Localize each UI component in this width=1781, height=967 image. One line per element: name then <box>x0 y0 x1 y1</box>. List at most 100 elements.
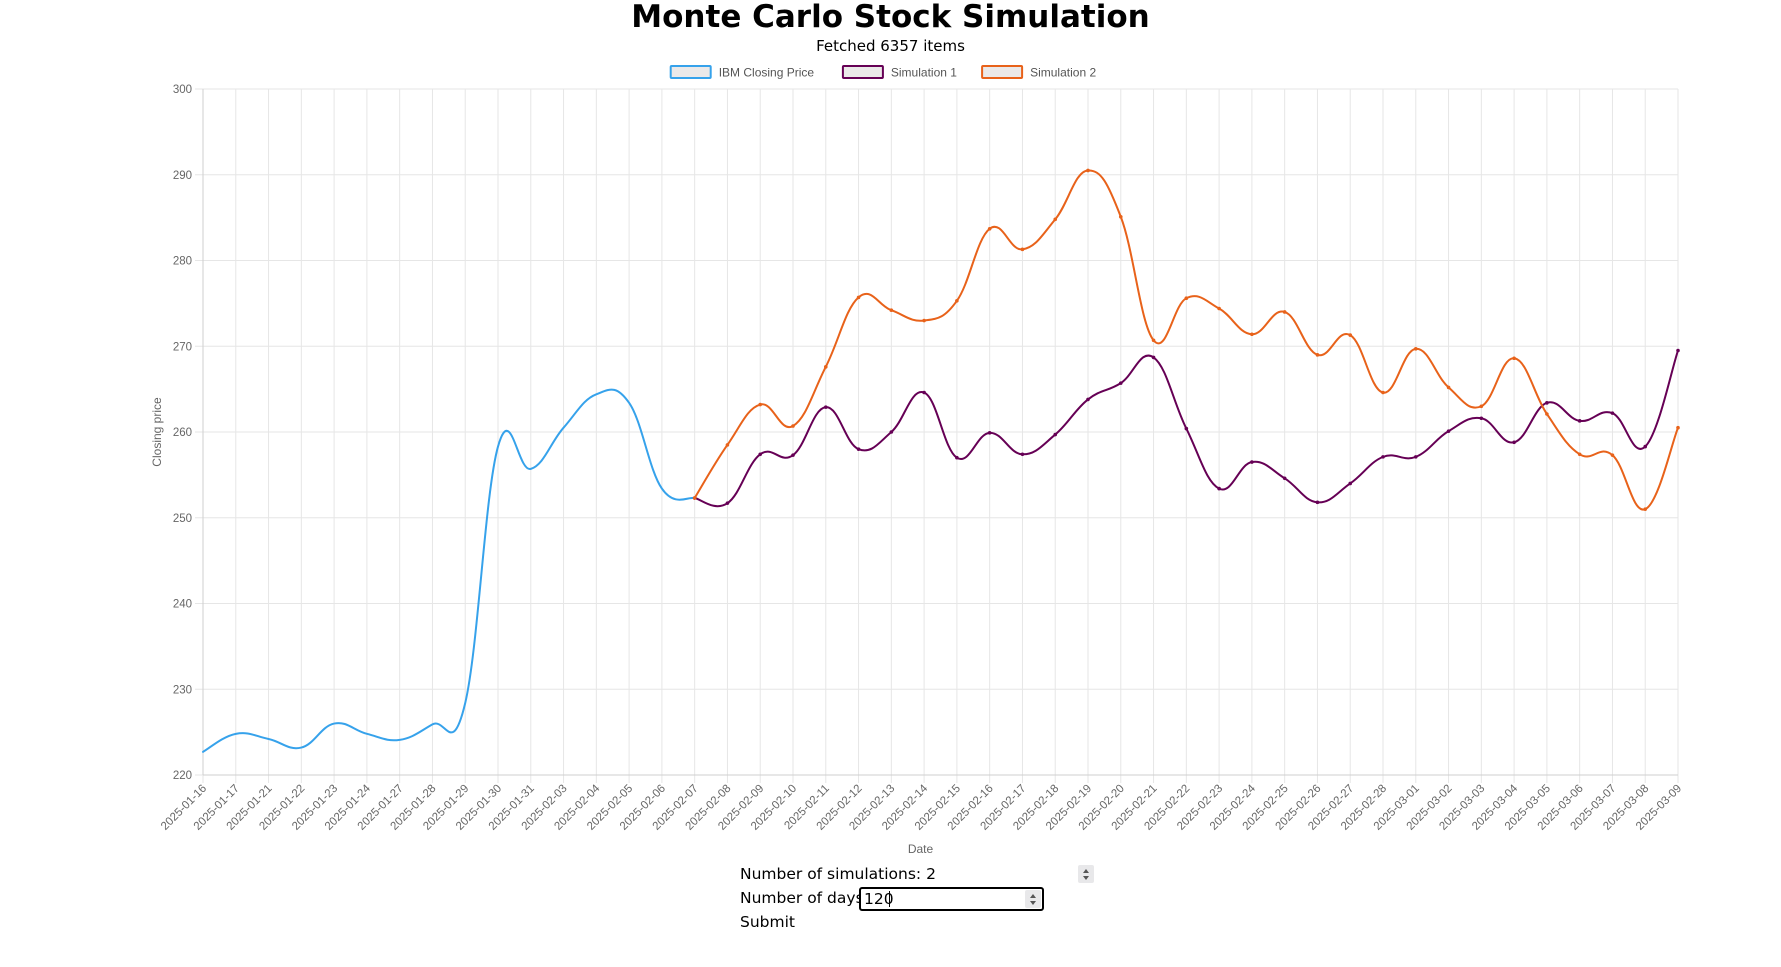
data-point-simulation-1 <box>1479 416 1484 421</box>
legend-label: Simulation 1 <box>891 66 957 80</box>
submit-row: Submit <box>740 910 1100 934</box>
data-point-simulation-2 <box>1610 453 1615 457</box>
y-tick-label: 260 <box>173 427 192 439</box>
data-point-simulation-1 <box>725 501 730 505</box>
text-caret <box>889 891 890 907</box>
data-point-simulation-2 <box>1217 306 1221 311</box>
data-point-simulation-1 <box>1545 401 1549 405</box>
data-point-simulation-2 <box>955 299 959 303</box>
days-input[interactable] <box>863 889 1025 909</box>
data-point-simulation-2 <box>1512 356 1516 361</box>
y-tick-label: 230 <box>173 684 192 696</box>
y-axis-title: Closing price <box>150 397 164 467</box>
days-stepper[interactable] <box>1025 890 1041 908</box>
data-point-simulation-1 <box>1676 348 1680 353</box>
data-point-simulation-2 <box>1184 296 1189 301</box>
data-point-simulation-2 <box>856 295 861 300</box>
data-point-simulation-1 <box>1053 432 1058 437</box>
data-point-simulation-1 <box>1643 444 1648 449</box>
data-point-simulation-1 <box>1348 481 1353 486</box>
page-title: Monte Carlo Stock Simulation <box>631 0 1150 35</box>
legend-item-simulation-2[interactable]: Simulation 2 <box>981 65 1096 80</box>
data-point-simulation-2 <box>1413 347 1418 351</box>
data-point-simulation-1 <box>856 447 861 451</box>
data-point-simulation-1 <box>1217 486 1221 491</box>
data-point-simulation-2 <box>1643 507 1648 511</box>
data-point-simulation-1 <box>1282 476 1287 481</box>
data-point-simulation-1 <box>1446 429 1451 433</box>
data-point-simulation-1 <box>758 452 763 457</box>
data-point-simulation-2 <box>1086 168 1090 173</box>
simulations-stepper[interactable] <box>1078 865 1094 883</box>
submit-button[interactable]: Submit <box>740 913 795 931</box>
chart-legend[interactable]: IBM Closing Price Simulation 1 Simulation … <box>669 65 1097 80</box>
data-point-simulation-1 <box>889 430 894 434</box>
series-line-ibm-closing-price <box>202 388 696 753</box>
legend-swatch <box>981 65 1024 79</box>
data-point-simulation-2 <box>1118 214 1123 219</box>
data-point-simulation-1 <box>1020 452 1025 457</box>
x-axis-title: Date <box>908 842 934 856</box>
y-tick-label: 220 <box>173 770 192 782</box>
y-tick-label: 250 <box>173 513 192 525</box>
data-point-simulation-2 <box>725 443 730 447</box>
data-point-simulation-1 <box>922 390 926 395</box>
data-point-simulation-2 <box>1577 452 1582 457</box>
data-point-simulation-2 <box>1348 333 1353 337</box>
y-tick-label: 290 <box>173 170 192 182</box>
y-tick-label: 270 <box>173 341 192 353</box>
legend-label: Simulation 2 <box>1030 66 1096 80</box>
data-point-simulation-2 <box>791 424 795 428</box>
data-point-simulation-1 <box>1151 355 1156 360</box>
data-point-simulation-2 <box>889 308 894 313</box>
fetched-count-text: Fetched 6357 items <box>816 37 965 55</box>
chevron-up-icon[interactable] <box>1083 868 1089 873</box>
days-label: Number of days: <box>740 889 869 907</box>
data-point-simulation-1 <box>1381 455 1385 459</box>
data-point-simulation-1 <box>955 455 959 460</box>
data-point-simulation-2 <box>1282 310 1287 314</box>
chevron-down-icon[interactable] <box>1030 900 1036 905</box>
data-point-simulation-2 <box>1676 425 1680 430</box>
data-point-simulation-1 <box>791 453 795 457</box>
data-point-simulation-2 <box>758 402 763 407</box>
data-point-simulation-1 <box>823 405 828 409</box>
chevron-up-icon[interactable] <box>1030 893 1036 898</box>
y-tick-label: 280 <box>173 256 192 268</box>
data-point-simulation-2 <box>922 318 926 323</box>
data-point-simulation-2 <box>1020 247 1025 252</box>
legend-item-ibm-closing-price[interactable]: IBM Closing Price <box>669 65 815 80</box>
chart-axes: 2202302402502602702802903002025-01-16202… <box>150 84 1684 856</box>
simulations-label: Number of simulations: <box>740 865 922 883</box>
data-point-simulation-1 <box>1577 419 1582 423</box>
data-point-simulation-2 <box>1250 332 1254 337</box>
simulations-value[interactable]: 2 <box>926 865 936 883</box>
y-tick-label: 300 <box>173 84 192 96</box>
data-point-simulation-2 <box>1151 338 1156 343</box>
data-point-simulation-1 <box>987 431 992 435</box>
data-point-simulation-2 <box>692 496 697 500</box>
data-point-simulation-1 <box>1610 411 1615 415</box>
data-point-simulation-2 <box>823 365 828 369</box>
data-point-simulation-1 <box>1315 500 1320 505</box>
days-row: Number of days: <box>740 886 1100 911</box>
chart-grid <box>195 88 1679 783</box>
data-point-simulation-1 <box>1413 455 1418 459</box>
data-point-simulation-2 <box>987 226 992 231</box>
data-point-simulation-1 <box>1118 381 1123 385</box>
data-point-simulation-2 <box>1545 412 1549 416</box>
chevron-down-icon[interactable] <box>1083 875 1089 880</box>
days-input-box[interactable] <box>859 887 1044 911</box>
legend-item-simulation-1[interactable]: Simulation 1 <box>841 65 957 80</box>
legend-label: IBM Closing Price <box>719 66 815 80</box>
simulations-row: Number of simulations: 2 <box>740 862 1100 886</box>
stock-line-chart: 2202302402502602702802903002025-01-16202… <box>150 65 1684 856</box>
simulation-form: Number of simulations: 2 Number of days:… <box>740 862 1100 934</box>
legend-swatch <box>841 65 884 79</box>
data-point-simulation-2 <box>1053 217 1058 222</box>
data-point-simulation-1 <box>1086 397 1090 402</box>
data-point-simulation-2 <box>1446 385 1451 390</box>
legend-swatch <box>669 65 712 79</box>
data-point-simulation-1 <box>1184 426 1189 431</box>
data-point-simulation-2 <box>1479 404 1484 409</box>
